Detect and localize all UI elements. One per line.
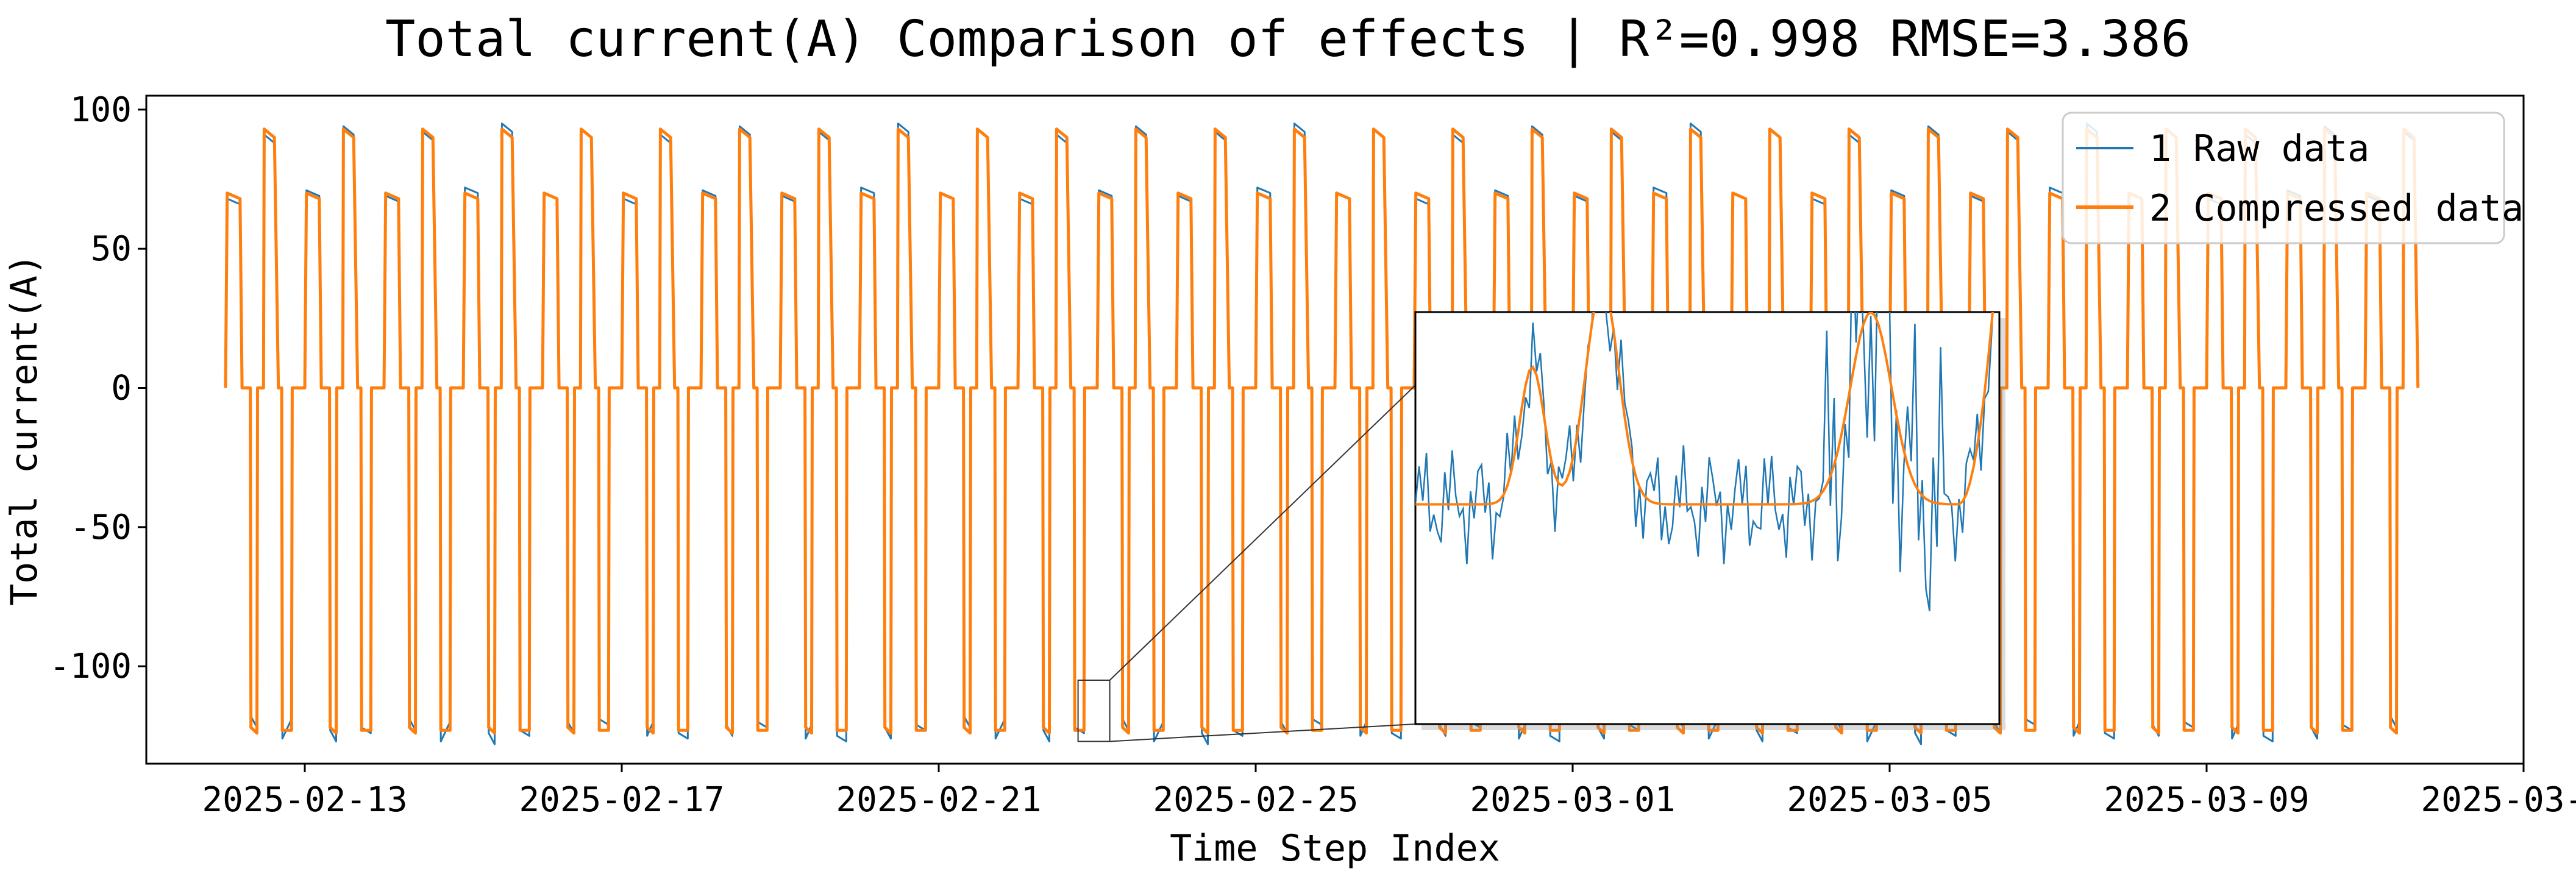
x-tick-label: 2025-03-05 [1787, 780, 1992, 820]
y-tick-label: -100 [49, 647, 132, 686]
legend-box [2062, 112, 2505, 244]
y-tick-label: 100 [70, 90, 132, 130]
zoom-connector [1109, 385, 1416, 681]
inset-line-compressed [1415, 312, 1994, 506]
legend: 1 Raw data 2 Compressed data [2062, 112, 2524, 244]
legend-label-compressed: 2 Compressed data [2149, 187, 2524, 230]
x-tick-label: 2025-03-13 [2421, 780, 2576, 820]
x-tick-label: 2025-03-09 [2104, 780, 2309, 820]
x-axis-ticks: 2025-02-13 2025-02-17 2025-02-21 2025-02-25… [202, 764, 2576, 820]
x-tick-label: 2025-03-01 [1470, 780, 1675, 820]
chart-title: Total current(A) Comparison of effects |… [385, 10, 2191, 68]
y-tick-label: -50 [70, 508, 132, 547]
y-axis-label: Total current(A) [3, 254, 46, 606]
x-tick-label: 2025-02-17 [519, 780, 724, 820]
inset-line-raw [1415, 312, 1994, 611]
series-line-compressed [224, 127, 2420, 735]
zoom-connector [1109, 723, 1416, 742]
legend-label-raw: 1 Raw data [2149, 127, 2369, 170]
zoom-inset [1077, 311, 2005, 742]
x-tick-label: 2025-02-21 [836, 780, 1041, 820]
inset-series [1415, 312, 1994, 611]
zoom-region-marker [1077, 680, 1111, 742]
inset-frame [1414, 311, 2001, 725]
x-axis-label: Time Step Index [1170, 827, 1500, 870]
x-tick-label: 2025-02-25 [1153, 780, 1358, 820]
x-tick-label: 2025-02-13 [202, 780, 407, 820]
y-axis-ticks: 100 50 0 -50 -100 [49, 90, 146, 686]
y-tick-label: 50 [91, 229, 132, 269]
plot-frame [145, 94, 2525, 765]
series-layer [224, 123, 2420, 745]
y-tick-label: 0 [111, 369, 132, 408]
